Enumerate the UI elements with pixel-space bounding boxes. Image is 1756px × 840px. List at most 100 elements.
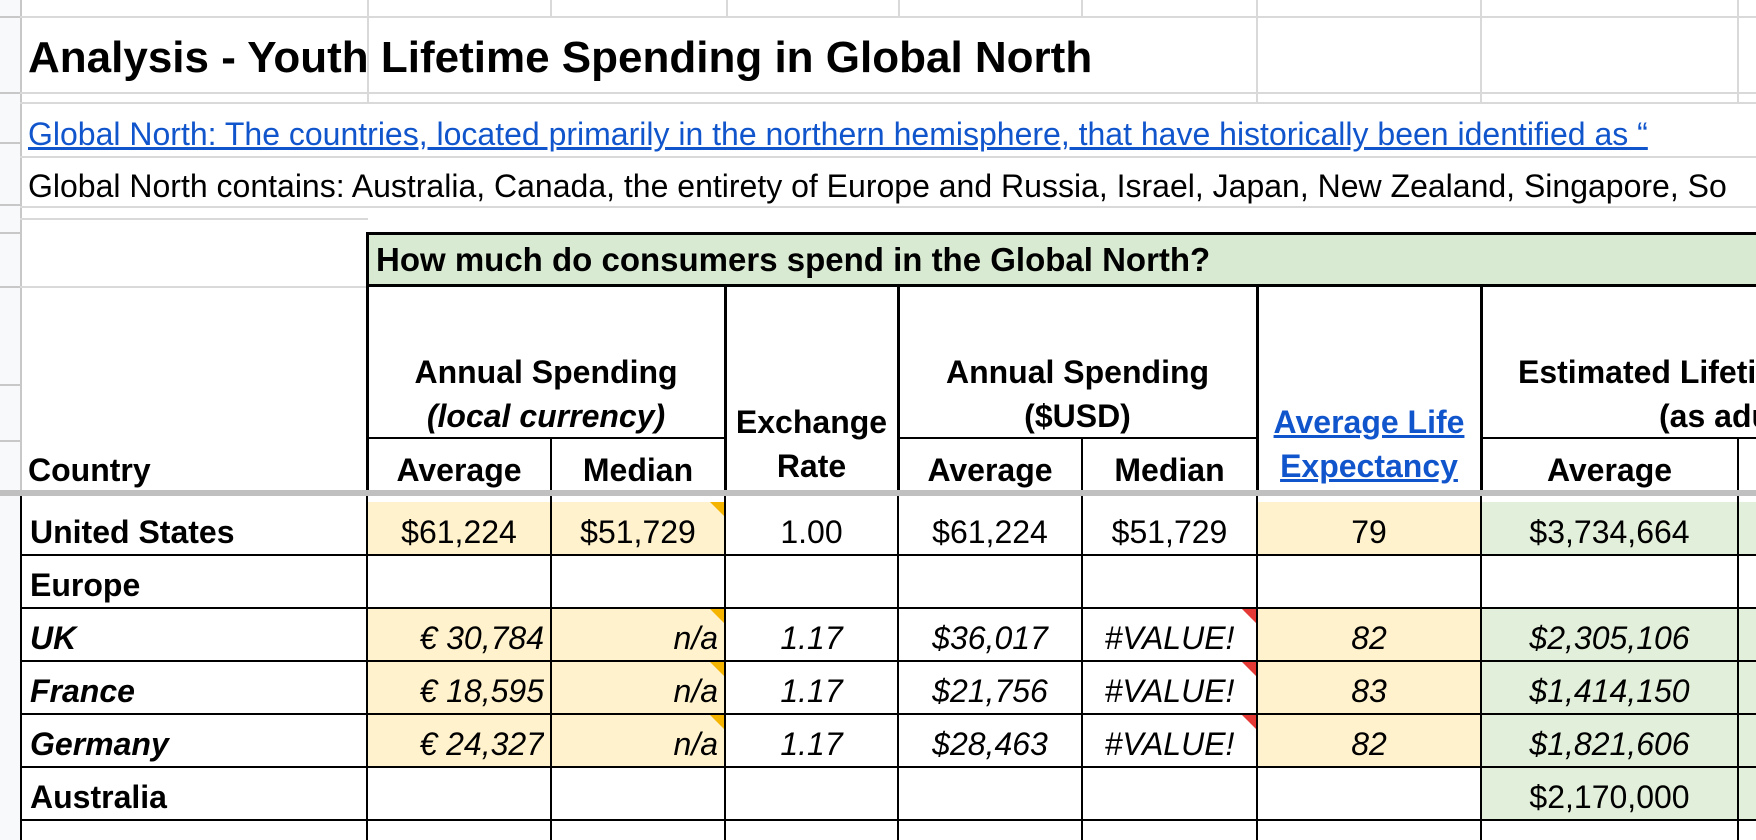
error-indicator-icon[interactable]: [1242, 662, 1256, 676]
row-divider: [0, 286, 20, 288]
local-median-cell[interactable]: n/a: [673, 726, 718, 762]
local-average-cell[interactable]: € 30,784: [419, 620, 544, 656]
usd-median-cell[interactable]: $51,729: [1111, 514, 1228, 550]
lifetime-average-header[interactable]: Average: [1546, 452, 1673, 488]
gridline: [20, 92, 1756, 94]
gridline: [898, 0, 900, 16]
exchange-rate-header[interactable]: Exchange Rate: [726, 400, 897, 488]
country-cell[interactable]: Europe: [30, 567, 141, 603]
gridline: [20, 16, 1756, 18]
row-header-strip[interactable]: [0, 0, 22, 840]
usd-average-cell[interactable]: $36,017: [932, 620, 1048, 656]
border: [20, 660, 1756, 662]
local-average-cell[interactable]: $61,224: [401, 514, 517, 550]
border: [897, 496, 899, 840]
usd-spending-header-line1: Annual Spending: [945, 354, 1210, 390]
exchange-rate-cell[interactable]: 1.17: [780, 620, 843, 656]
input-cell-fill: [1258, 608, 1482, 768]
border: [898, 437, 1256, 439]
local-median-header[interactable]: Median: [582, 452, 694, 488]
usd-spending-group-header: Annual Spending ($USD): [899, 350, 1256, 438]
country-column-header[interactable]: Country: [28, 452, 151, 488]
life-expectancy-cell[interactable]: 79: [1351, 514, 1387, 550]
usd-median-header[interactable]: Median: [1114, 452, 1225, 488]
usd-average-header[interactable]: Average: [927, 452, 1053, 488]
local-average-cell[interactable]: € 18,595: [419, 673, 544, 709]
border: [366, 496, 368, 840]
border: [724, 496, 726, 840]
country-cell[interactable]: Australia: [30, 779, 167, 815]
global-north-contains-text: Global North contains: Australia, Canada…: [28, 168, 1727, 204]
input-cell-fill: [1258, 502, 1482, 554]
error-indicator-icon[interactable]: [1242, 715, 1256, 729]
row-divider: [0, 232, 20, 234]
border: [1482, 437, 1756, 439]
frozen-rows-divider[interactable]: [0, 490, 1756, 496]
lifetime-spending-header-line1: Estimated Lifeti: [1518, 354, 1756, 390]
lifetime-average-cell[interactable]: $1,821,606: [1529, 726, 1690, 762]
output-cell-fill: [1482, 608, 1756, 768]
country-cell[interactable]: UK: [30, 620, 77, 656]
row-divider: [0, 204, 20, 206]
usd-average-cell[interactable]: $28,463: [932, 726, 1048, 762]
comment-indicator-icon[interactable]: [710, 662, 724, 676]
section-header-fill: [368, 234, 1756, 286]
comment-indicator-icon[interactable]: [710, 609, 724, 623]
border: [20, 713, 1756, 715]
exchange-rate-cell[interactable]: 1.17: [780, 673, 843, 709]
gridline: [20, 102, 1756, 104]
exchange-rate-cell[interactable]: 1.17: [780, 726, 843, 762]
life-expectancy-header-line1: Average Life: [1273, 404, 1465, 440]
row-divider: [0, 142, 20, 144]
lifetime-average-cell[interactable]: $2,305,106: [1529, 620, 1690, 656]
usd-average-cell[interactable]: $61,224: [932, 514, 1048, 550]
exchange-rate-header-line1: Exchange: [735, 404, 888, 440]
border: [1480, 286, 1483, 490]
gridline: [1480, 0, 1482, 102]
life-expectancy-cell[interactable]: 82: [1351, 726, 1387, 762]
local-median-cell[interactable]: n/a: [673, 673, 718, 709]
gridline: [367, 0, 369, 102]
country-cell[interactable]: France: [30, 673, 135, 709]
gridline: [20, 286, 368, 288]
usd-median-cell[interactable]: #VALUE!: [1104, 620, 1235, 656]
border: [368, 437, 724, 439]
country-cell[interactable]: United States: [30, 514, 235, 550]
local-median-cell[interactable]: n/a: [673, 620, 718, 656]
life-expectancy-cell[interactable]: 82: [1351, 620, 1387, 656]
lifetime-spending-header-line2: (as adu: [1659, 398, 1756, 434]
border: [20, 554, 1756, 556]
row-divider: [0, 384, 20, 386]
border: [366, 284, 1756, 287]
page-title: Analysis - Youth Lifetime Spending in Gl…: [28, 33, 1093, 82]
global-north-definition-link[interactable]: Global North: The countries, located pri…: [28, 116, 1648, 152]
border: [1081, 496, 1083, 840]
gridline: [726, 0, 728, 16]
border: [1480, 496, 1482, 840]
comment-indicator-icon[interactable]: [710, 502, 724, 516]
lifetime-average-cell[interactable]: $3,734,664: [1529, 514, 1690, 550]
lifetime-average-cell[interactable]: $2,170,000: [1529, 779, 1690, 815]
lifetime-spending-group-header: Estimated Lifeti (as adu: [1482, 350, 1756, 438]
usd-median-cell[interactable]: #VALUE!: [1104, 673, 1235, 709]
lifetime-average-cell[interactable]: $1,414,150: [1529, 673, 1690, 709]
local-average-cell[interactable]: € 24,327: [419, 726, 544, 762]
border: [1737, 438, 1739, 490]
usd-median-cell[interactable]: #VALUE!: [1104, 726, 1235, 762]
local-median-cell[interactable]: $51,729: [580, 514, 696, 550]
usd-average-cell[interactable]: $21,756: [932, 673, 1048, 709]
local-spending-header-line1: Annual Spending: [414, 354, 678, 390]
border: [897, 286, 900, 490]
life-expectancy-header-link[interactable]: Average Life Expectancy: [1258, 400, 1480, 488]
country-cell[interactable]: Germany: [30, 726, 169, 762]
exchange-rate-cell[interactable]: 1.00: [780, 514, 843, 550]
gridline: [20, 156, 1756, 158]
life-expectancy-cell[interactable]: 83: [1351, 673, 1387, 709]
error-indicator-icon[interactable]: [1242, 609, 1256, 623]
life-expectancy-header-line2: Expectancy: [1280, 448, 1458, 484]
local-average-header[interactable]: Average: [396, 452, 522, 488]
comment-indicator-icon[interactable]: [710, 715, 724, 729]
border: [550, 438, 552, 490]
output-cell-fill: [1482, 502, 1756, 554]
